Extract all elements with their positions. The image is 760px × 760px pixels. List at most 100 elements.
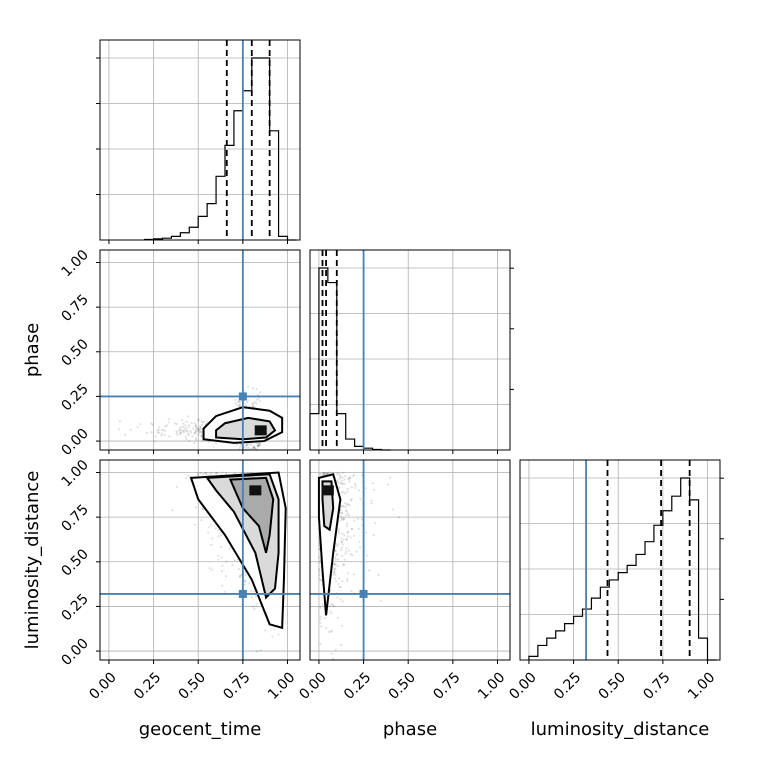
scatter-point (318, 556, 321, 559)
scatter-point (347, 549, 350, 552)
density-peak (321, 485, 334, 496)
scatter-point (341, 476, 344, 479)
y-label-phase: phase (22, 323, 43, 377)
scatter-point (341, 554, 344, 558)
scatter-point (357, 489, 361, 492)
scatter-point (342, 490, 345, 494)
scatter-point (168, 435, 171, 438)
scatter-point (333, 569, 336, 572)
scatter-point (158, 426, 161, 429)
scatter-point (201, 507, 204, 510)
scatter-point (220, 545, 223, 548)
scatter-point (347, 478, 351, 481)
scatter-point (164, 425, 167, 428)
x-tick-label: 0.00 (296, 670, 329, 703)
scatter-point (200, 433, 203, 436)
scatter-point (197, 419, 200, 422)
scatter-point (331, 603, 334, 607)
scatter-point (200, 420, 203, 423)
y-tick-label: 0.75 (58, 292, 91, 325)
scatter-point (186, 474, 190, 477)
y-tick-label: 0.00 (58, 636, 91, 669)
x-tick-label: 0.75 (430, 670, 463, 703)
scatter-point (340, 519, 343, 522)
scatter-point (204, 471, 207, 475)
scatter-point (198, 431, 201, 435)
scatter-point (184, 427, 188, 430)
scatter-point (231, 563, 234, 567)
scatter-point (246, 400, 249, 404)
scatter-point (250, 589, 253, 593)
scatter-point (201, 439, 204, 442)
scatter-point (351, 554, 354, 557)
scatter-point (180, 418, 184, 422)
panel-frame (519, 459, 721, 661)
scatter-point (197, 433, 200, 437)
scatter-point (341, 543, 344, 546)
x-tick-label: 0.50 (386, 670, 419, 703)
scatter-point (217, 554, 220, 557)
scatter-point (249, 447, 253, 450)
scatter-point (318, 577, 321, 580)
scatter-point (239, 574, 243, 577)
scatter-point (196, 471, 200, 475)
scatter-point (342, 517, 345, 520)
panel-background (310, 460, 510, 660)
scatter-point (145, 432, 149, 435)
scatter-point (333, 562, 336, 565)
scatter-point (330, 652, 333, 655)
scatter-point (321, 471, 324, 475)
scatter-point (358, 540, 361, 543)
scatter-point (318, 570, 321, 573)
scatter-point (355, 550, 358, 553)
scatter-point (349, 536, 352, 539)
scatter-point (255, 603, 258, 606)
scatter-point (323, 617, 326, 620)
scatter-point (154, 435, 157, 438)
scatter-point (257, 444, 260, 447)
scatter-point (357, 527, 360, 531)
panel-background (520, 460, 720, 660)
scatter-point (338, 585, 341, 588)
scatter-point (386, 483, 390, 486)
scatter-point (214, 441, 218, 445)
scatter-point (350, 589, 353, 593)
panel-2-2 (519, 459, 724, 661)
scatter-point (343, 478, 346, 481)
scatter-point (243, 580, 246, 583)
scatter-point (360, 474, 364, 478)
scatter-point (200, 423, 204, 426)
scatter-point (208, 567, 211, 570)
scatter-point (254, 595, 258, 598)
scatter-point (342, 471, 345, 474)
scatter-point (339, 511, 342, 514)
panel-0-0 (96, 39, 301, 241)
scatter-point (182, 426, 185, 429)
scatter-point (339, 585, 342, 589)
scatter-point (239, 404, 242, 408)
scatter-point (200, 431, 204, 434)
scatter-point (349, 499, 353, 502)
scatter-point (200, 519, 203, 522)
scatter-point (353, 573, 356, 576)
scatter-point (338, 477, 341, 481)
scatter-point (342, 538, 345, 541)
scatter-point (337, 558, 340, 561)
scatter-point (189, 429, 192, 433)
scatter-point (238, 403, 241, 406)
scatter-point (264, 629, 267, 632)
scatter-point (187, 433, 190, 436)
scatter-point (201, 421, 205, 424)
scatter-point (346, 535, 349, 538)
scatter-point (194, 506, 197, 509)
scatter-point (258, 443, 261, 446)
scatter-point (318, 472, 321, 475)
scatter-point (160, 434, 163, 437)
scatter-point (203, 420, 206, 423)
scatter-point (237, 568, 240, 571)
scatter-point (259, 649, 262, 652)
contour-level (228, 476, 275, 554)
scatter-point (193, 523, 196, 526)
scatter-point (245, 443, 248, 446)
scatter-point (337, 565, 340, 568)
